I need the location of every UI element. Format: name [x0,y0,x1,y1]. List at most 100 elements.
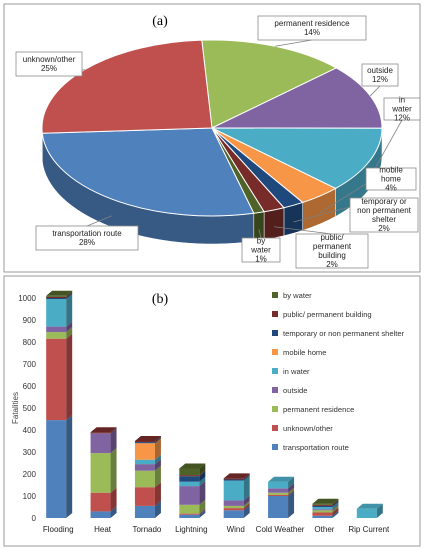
pie-label-value-mobile-home: 4% [385,184,397,193]
bar-other-unknown-other [312,513,332,516]
pie-label-value-outside: 12% [372,75,388,84]
bar-rip-current-in-water [357,509,377,518]
bar-other-transportation-route [312,516,332,518]
x-tick-label: Lightning [175,525,207,534]
bar-tornado-temporary-or-non-permanent-shelter [135,442,155,443]
bar-other-in-water [312,507,332,509]
bar-cold-weather-unknown-other [268,495,288,496]
y-tick-label: 400 [23,426,37,435]
y-tick-label: 900 [23,316,37,325]
pie-label-value-temporary-or-non-permanent-shelter: 2% [378,224,390,233]
bar-wind-unknown-other [224,508,244,510]
pie-label-value-transportation-route: 28% [79,238,95,247]
pie-panel-label: (a) [152,14,168,29]
bar-flooding-unknown-other [46,339,66,420]
y-tick-label: 700 [23,360,37,369]
legend-swatch-public-permanent-building [272,311,278,317]
legend-swatch-mobile-home [272,349,278,355]
bar-lightning-by-water [179,469,199,476]
bar-tornado-public-permanent-building [135,441,155,442]
bar-heat-transportation-route [91,511,111,518]
legend-swatch-by-water [272,292,278,298]
pie-label-value-in-water: 12% [394,114,410,123]
bar-wind-permanent-residence [224,506,244,508]
legend-label-transportation-route: transportation route [283,443,349,452]
legend-label-outside: outside [283,386,308,395]
bar-flooding-in-water [46,299,66,327]
x-tick-label: Rip Current [348,525,390,534]
bar-flooding-permanent-residence [46,332,66,339]
pie-label-name-transportation-route: transportation route [52,229,122,238]
y-tick-label: 1000 [18,294,36,303]
bar-other-by-water [312,504,332,505]
bar-cold-weather-in-water [268,482,288,489]
x-tick-label: Other [314,525,334,534]
legend-swatch-outside [272,387,278,393]
bar-wind-transportation-route [224,510,244,518]
bar-flooding-outside [46,327,66,333]
bar-other-permanent-residence [312,510,332,512]
bar-other-outside [312,509,332,510]
bar-lightning-outside [179,486,199,505]
legend-swatch-unknown-other [272,425,278,431]
y-tick-label: 500 [23,404,37,413]
legend-label-permanent-residence: permanent residence [283,405,354,414]
y-tick-label: 800 [23,338,37,347]
bar-wind-public-permanent-building [224,478,244,479]
bar-lightning-in-water [179,482,199,486]
x-tick-label: Wind [227,525,245,534]
pie-label-value-public-permanent-building: 2% [326,260,338,269]
y-tick-label: 600 [23,382,37,391]
bar-flooding-public-permanent-building [46,297,66,298]
bar-tornado-unknown-other [135,487,155,506]
bar-flooding-temporary-or-non-permanent-shelter [46,298,66,299]
bar-wind-outside [224,500,244,506]
bar-tornado-permanent-residence [135,471,155,488]
bar-tornado-in-water [135,460,155,464]
bar-other-temporary-or-non-permanent-shelter [312,506,332,507]
bar-side-heat-permanent-residence [111,448,117,493]
bar-heat-outside [91,433,111,453]
pie-label-name-permanent-residence: permanent residence [274,19,350,28]
bar-other-public-permanent-building [312,505,332,506]
x-tick-label: Tornado [132,525,161,534]
legend-swatch-in-water [272,368,278,374]
bar-heat-permanent-residence [91,453,111,493]
pie-label-name-outside: outside [367,66,393,75]
bar-lightning-public-permanent-building [179,475,199,476]
bar-flooding-by-water [46,296,66,297]
bar-side-flooding-transportation-route [66,415,72,518]
bar-lightning-permanent-residence [179,505,199,514]
pie-label-value-unknown-other: 25% [41,64,57,73]
bar-wind-in-water [224,481,244,501]
bar-lightning-temporary-or-non-permanent-shelter [179,476,199,482]
bar-panel-label: (b) [152,292,169,307]
pie-label-value-permanent-residence: 14% [304,28,320,37]
legend-label-mobile-home: mobile home [283,348,326,357]
y-tick-label: 200 [23,470,37,479]
bar-tornado-mobile-home [135,443,155,460]
bar-lightning-unknown-other [179,514,199,515]
y-tick-label: 100 [23,492,37,501]
bar-heat-public-permanent-building [91,432,111,433]
legend-label-temporary-or-non-permanent-shelter: temporary or non permanent shelter [283,329,405,338]
bar-side-flooding-in-water [66,294,72,327]
x-tick-label: Cold Weather [256,525,305,534]
legend-swatch-permanent-residence [272,406,278,412]
legend-label-by-water: by water [283,291,312,300]
bar-side-flooding-unknown-other [66,334,72,420]
pie-label-name-unknown-other: unknown/other [23,55,76,64]
legend-label-in-water: in water [283,367,310,376]
bar-lightning-transportation-route [179,515,199,518]
x-tick-label: Heat [94,525,112,534]
bar-tornado-transportation-route [135,506,155,518]
bar-wind-temporary-or-non-permanent-shelter [224,480,244,481]
y-tick-label: 0 [32,514,37,523]
bar-cold-weather-transportation-route [268,496,288,518]
legend-label-unknown-other: unknown/other [283,424,333,433]
bar-tornado-outside [135,464,155,471]
pie-label-value-by-water: 1% [255,255,267,264]
bar-flooding-transportation-route [46,420,66,518]
bar-cold-weather-outside [268,488,288,492]
